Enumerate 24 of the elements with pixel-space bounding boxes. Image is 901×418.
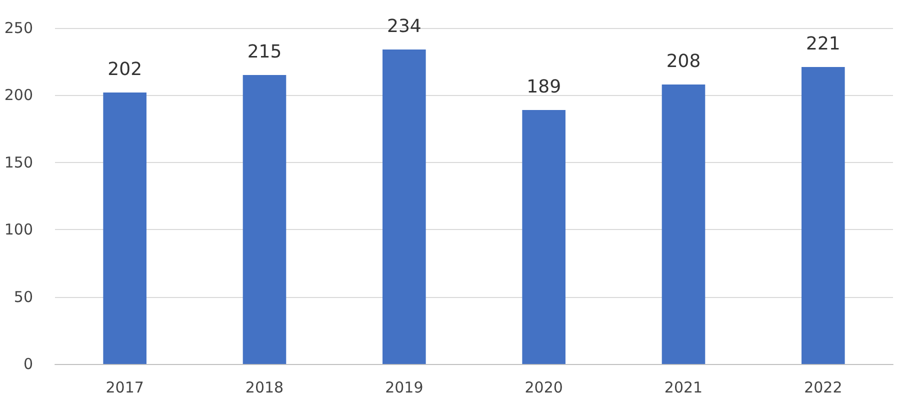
data-label: 202 [108, 59, 142, 80]
bar [522, 110, 566, 364]
y-tick-label: 150 [4, 153, 33, 172]
x-tick-label: 2022 [804, 378, 842, 396]
x-tick-label: 2018 [245, 378, 284, 396]
data-label: 208 [666, 50, 701, 72]
bar [382, 50, 426, 364]
bar [802, 66, 845, 364]
y-tick-label: 100 [4, 220, 33, 239]
data-label: 221 [806, 33, 840, 54]
y-tick-label: 200 [4, 86, 33, 104]
x-tick-label: 2020 [524, 378, 563, 396]
data-label: 234 [386, 16, 422, 38]
bar [662, 84, 706, 364]
bar [103, 92, 146, 364]
y-tick-label: 0 [23, 355, 33, 373]
data-label: 189 [526, 76, 562, 98]
data-label: 215 [247, 42, 282, 63]
x-tick-label: 2021 [664, 378, 703, 396]
y-tick-label: 250 [4, 19, 33, 37]
x-tick-label: 2019 [385, 378, 424, 396]
bar [242, 75, 286, 364]
y-tick-label: 50 [14, 288, 33, 306]
x-tick-label: 2017 [106, 378, 144, 396]
